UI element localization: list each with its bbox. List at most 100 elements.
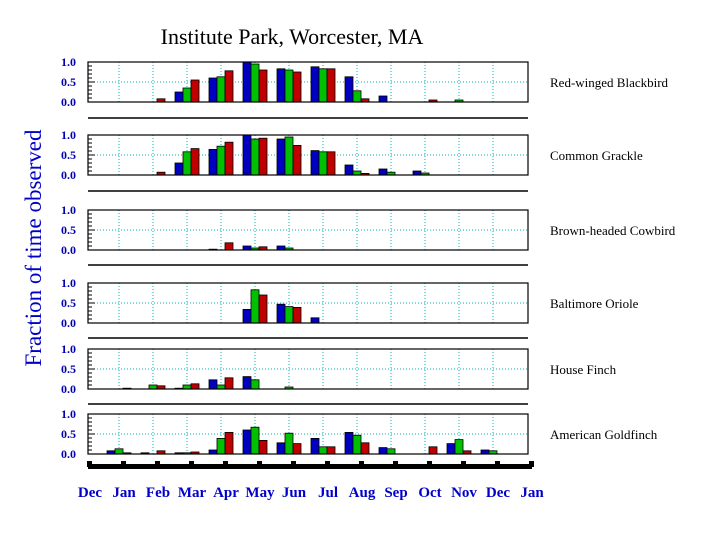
panel-red-winged-blackbird: 0.0 0.5 1.0 Red-winged Blackbird xyxy=(61,55,669,109)
bar xyxy=(284,306,294,324)
x-axis-tick xyxy=(189,461,194,467)
bar xyxy=(208,148,218,176)
x-tick-label: Oct xyxy=(418,485,441,501)
bar xyxy=(258,137,268,176)
y-tick-label: 0.0 xyxy=(61,382,76,396)
bar xyxy=(216,384,226,390)
bar xyxy=(190,148,200,176)
species-label: Common Grackle xyxy=(550,148,643,163)
y-tick-label: 1.0 xyxy=(61,276,76,290)
bar xyxy=(258,69,268,103)
bar xyxy=(224,377,234,390)
x-tick-label: Aug xyxy=(349,485,376,501)
bar xyxy=(224,141,234,176)
bar xyxy=(216,76,226,103)
bar xyxy=(250,426,260,455)
y-tick-label: 0.5 xyxy=(61,148,76,162)
y-tick-label: 0.5 xyxy=(61,75,76,89)
bar xyxy=(224,70,234,103)
bar xyxy=(174,162,184,176)
bar xyxy=(284,432,294,455)
species-label: Red-winged Blackbird xyxy=(550,75,669,90)
bar xyxy=(352,90,362,103)
panel-american-goldfinch: 0.0 0.5 1.0 American Goldfinch xyxy=(61,407,658,461)
bar xyxy=(310,150,320,176)
bar xyxy=(428,446,438,455)
bar xyxy=(242,429,252,455)
bar xyxy=(292,71,302,103)
x-tick-label: Feb xyxy=(146,485,170,501)
y-tick-label: 0.0 xyxy=(61,168,76,182)
bar xyxy=(310,317,320,324)
panel-common-grackle: 0.0 0.5 1.0 Common Grackle xyxy=(61,128,643,182)
x-tick-label: Jan xyxy=(520,485,544,501)
bar xyxy=(318,151,328,176)
bar xyxy=(292,306,302,324)
y-tick-label: 1.0 xyxy=(61,128,76,142)
bar xyxy=(412,170,422,176)
bar xyxy=(258,294,268,324)
panels: 0.0 0.5 1.0 Red-winged Blackbird 0.0 0.5 1.0 Co… xyxy=(61,55,676,461)
y-tick-label: 0.5 xyxy=(61,223,76,237)
x-axis-tick xyxy=(529,461,534,467)
x-axis-tick xyxy=(121,461,126,467)
bar xyxy=(224,431,234,455)
y-tick-label: 0.5 xyxy=(61,427,76,441)
x-tick-label: Sep xyxy=(384,485,407,501)
x-tick-label: Mar xyxy=(178,485,207,501)
bar xyxy=(318,68,328,103)
x-axis-tick xyxy=(223,461,228,467)
y-tick-label: 1.0 xyxy=(61,55,76,69)
x-tick-label: Dec xyxy=(78,485,102,501)
x-tick-label: Apr xyxy=(213,485,239,501)
bar xyxy=(310,437,320,455)
x-axis: Dec Jan Feb Mar Apr May Jun Jul Aug Sep Oct Nov Dec J… xyxy=(78,461,544,501)
y-tick-label: 0.0 xyxy=(61,95,76,109)
panel-brown-headed-cowbird: 0.0 0.5 1.0 Brown-headed Cowbird xyxy=(61,203,676,257)
bar xyxy=(242,134,252,176)
bar xyxy=(224,242,234,251)
bar xyxy=(378,447,388,455)
bar xyxy=(190,383,200,390)
bar xyxy=(258,439,268,455)
bar xyxy=(276,303,286,324)
y-tick-label: 0.5 xyxy=(61,296,76,310)
bar xyxy=(242,376,252,390)
species-label: Baltimore Oriole xyxy=(550,296,639,311)
bar xyxy=(182,384,192,390)
x-axis-bar xyxy=(88,464,532,469)
bar xyxy=(326,151,336,176)
x-axis-tick xyxy=(291,461,296,467)
y-tick-label: 0.0 xyxy=(61,316,76,330)
species-label: Brown-headed Cowbird xyxy=(550,223,676,238)
bar xyxy=(276,442,286,455)
bar xyxy=(378,168,388,176)
y-tick-label: 0.0 xyxy=(61,447,76,461)
y-tick-label: 1.0 xyxy=(61,407,76,421)
bar xyxy=(446,443,456,455)
bar xyxy=(344,76,354,103)
x-tick-label: Jun xyxy=(282,485,307,501)
bar xyxy=(250,138,260,176)
bar xyxy=(216,437,226,455)
bar xyxy=(250,63,260,103)
bar xyxy=(216,145,226,176)
bar xyxy=(276,138,286,176)
bar xyxy=(276,245,286,251)
y-tick-label: 0.0 xyxy=(61,243,76,257)
x-axis-tick xyxy=(393,461,398,467)
bar xyxy=(284,69,294,103)
bar xyxy=(310,66,320,103)
x-axis-tick xyxy=(427,461,432,467)
bar xyxy=(292,443,302,455)
panel-house-finch: 0.0 0.5 1.0 House Finch xyxy=(61,342,617,396)
x-axis-tick xyxy=(325,461,330,467)
x-axis-tick xyxy=(155,461,160,467)
x-tick-label: Nov xyxy=(451,485,477,501)
y-tick-label: 1.0 xyxy=(61,342,76,356)
y-axis-label: Fraction of time observed xyxy=(21,129,46,366)
bar xyxy=(386,448,396,455)
bar xyxy=(242,308,252,324)
bar xyxy=(480,449,490,455)
